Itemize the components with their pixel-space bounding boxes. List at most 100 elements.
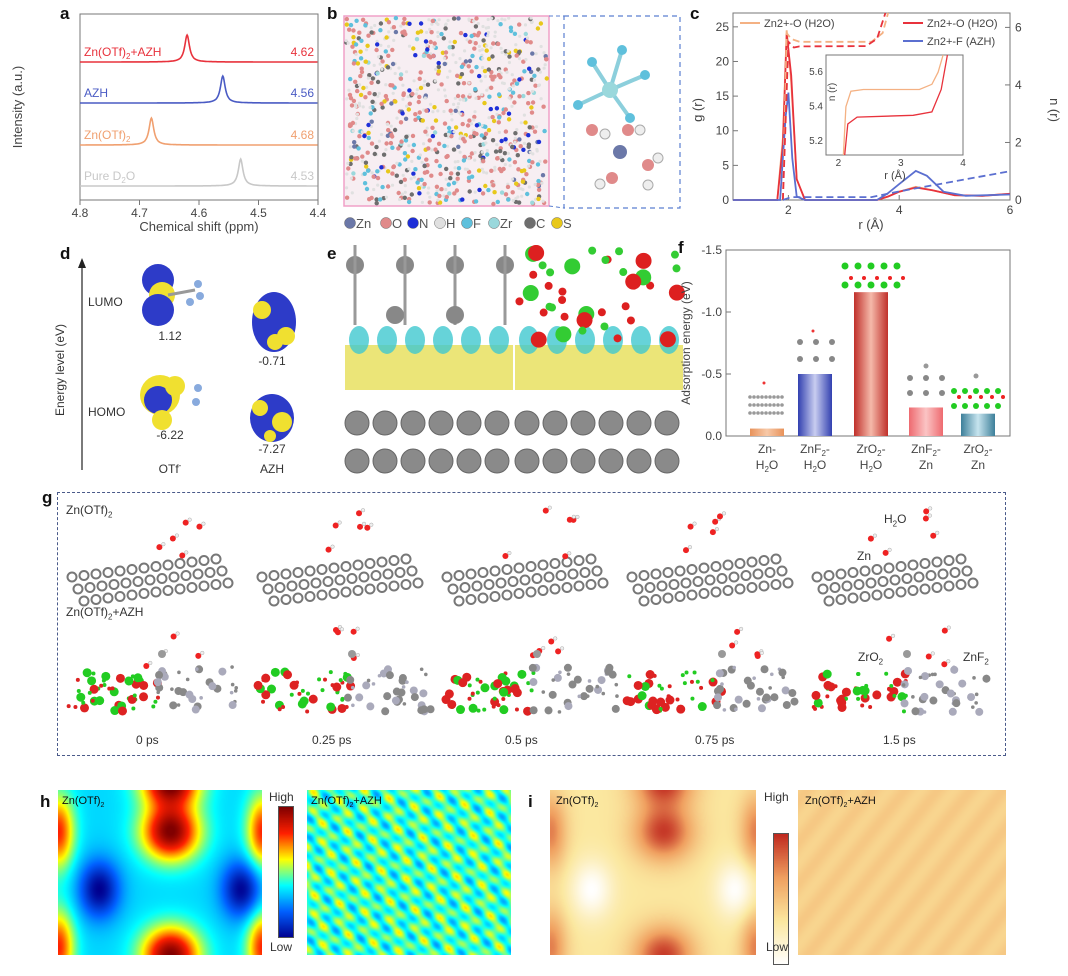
trace-label: Zn(OTf)2 (84, 128, 131, 144)
zro2-atom (139, 692, 149, 702)
atom (419, 177, 424, 182)
atom (347, 88, 351, 92)
zn-atom (817, 583, 829, 595)
zn-atom (168, 571, 180, 583)
atom (498, 148, 503, 154)
zn-atom (537, 585, 549, 596)
atom (390, 83, 395, 88)
zn-atom (937, 568, 949, 580)
atom (374, 47, 379, 53)
zn-atom (573, 580, 585, 592)
zro2-atom (253, 680, 263, 690)
atom (478, 49, 482, 53)
zro2-atom (493, 679, 503, 689)
atom (413, 112, 418, 117)
atom (489, 46, 493, 50)
zn-atom (585, 579, 597, 590)
zn-atom (120, 577, 132, 589)
zro2-annotation: ZrO2 (858, 650, 884, 667)
zn-atom (919, 583, 931, 595)
atom (402, 195, 407, 200)
atom (506, 117, 512, 122)
znf2-atom (185, 677, 190, 682)
zn-otf2-snapshot (256, 508, 424, 607)
atom (442, 109, 446, 114)
atom (458, 30, 464, 36)
map-label: Zn(OTf)2 (62, 795, 105, 810)
y-axis-left-label: g (r) (690, 98, 705, 122)
zn-atom (813, 356, 819, 362)
znf2-atom (933, 672, 937, 677)
label-sub: 2 (812, 465, 817, 474)
atom (439, 187, 444, 192)
atom (530, 160, 535, 165)
atom (398, 76, 404, 81)
zn-adatom (973, 373, 979, 379)
zro2-atom (667, 684, 672, 689)
zn-atom (456, 410, 482, 436)
atom (414, 92, 419, 96)
atom (499, 155, 503, 159)
time-label: 1.5 ps (883, 733, 916, 747)
atom (481, 65, 485, 70)
atom (358, 49, 363, 54)
zro2-atom (456, 705, 466, 715)
znf2-atom (179, 688, 188, 697)
atom (384, 148, 388, 152)
trace-suffix: +AZH (130, 45, 161, 59)
trace-subscript: 2 (126, 52, 131, 61)
atom (448, 108, 453, 113)
atom (391, 25, 397, 30)
hydrogen (692, 521, 697, 526)
atom (403, 184, 407, 188)
panel-label-i: i (528, 792, 533, 811)
water-molecule (542, 507, 549, 514)
inset-series-line (844, 54, 949, 156)
inset-x-label: r (Å) (884, 169, 905, 182)
atom (472, 19, 476, 23)
inset-x-tick-label: 3 (898, 158, 904, 169)
atom (351, 129, 355, 133)
zr-atom (867, 281, 875, 289)
zr-atom (841, 281, 849, 289)
zn-atom (626, 448, 652, 474)
zn-atom (746, 582, 758, 593)
zro2-atom (690, 696, 695, 701)
zn-atom (344, 410, 370, 436)
atom (456, 105, 460, 109)
zro2-atom (682, 681, 687, 686)
atom (345, 186, 349, 190)
atom (503, 192, 509, 197)
zro2-atom (544, 281, 553, 290)
atom (394, 173, 399, 178)
atom (416, 99, 421, 105)
atom (468, 92, 472, 97)
atom (485, 152, 490, 157)
atom (503, 129, 509, 134)
atom (540, 181, 544, 185)
zn-atom (859, 591, 871, 602)
atom (490, 114, 495, 120)
zn-atom (760, 403, 764, 407)
atom (444, 166, 449, 172)
zro2-atom (101, 671, 111, 681)
atom (456, 159, 460, 164)
zn-atom (752, 411, 756, 415)
zn-atom (150, 561, 162, 572)
znf2-atom (185, 690, 194, 699)
zro2-atom (892, 677, 902, 687)
zro2-atom (510, 683, 520, 693)
atom (355, 116, 359, 121)
znf2-atom (920, 692, 929, 701)
atom (467, 18, 471, 22)
zn-atom (598, 448, 624, 474)
charge-depletion (489, 326, 509, 354)
zro2-atom (75, 677, 80, 682)
atom (402, 16, 407, 22)
atom (466, 169, 472, 175)
colorbar-high-label: High (764, 790, 789, 804)
atom (430, 18, 435, 24)
panel-label-d: d (60, 244, 71, 263)
trace-label: Zn(OTf)2+AZH (84, 45, 161, 61)
